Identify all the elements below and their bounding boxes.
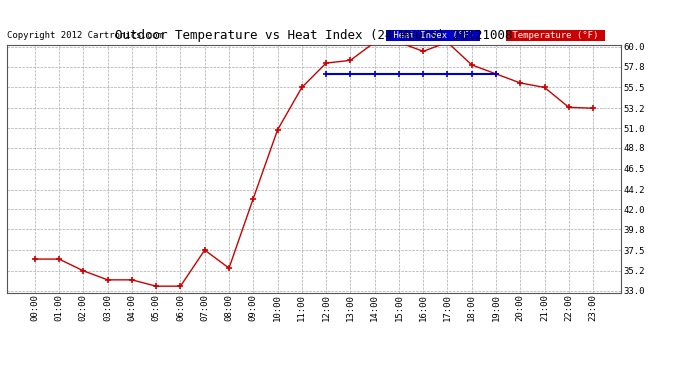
Title: Outdoor Temperature vs Heat Index (24 Hours) 20121008: Outdoor Temperature vs Heat Index (24 Ho…: [115, 30, 513, 42]
Text: Copyright 2012 Cartronics.com: Copyright 2012 Cartronics.com: [7, 31, 163, 40]
Text: Heat Index (°F): Heat Index (°F): [388, 31, 479, 40]
Text: Temperature (°F): Temperature (°F): [507, 31, 604, 40]
